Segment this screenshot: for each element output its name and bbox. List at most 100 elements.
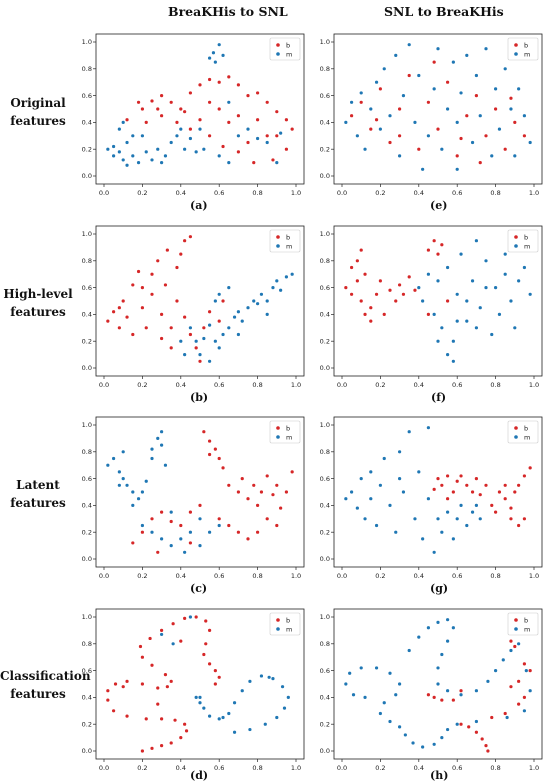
data-point-b — [426, 248, 430, 252]
data-point-b — [350, 292, 354, 296]
panel-letter-f: (f) — [431, 391, 447, 404]
y-tick-label: 0.4 — [320, 502, 330, 510]
data-point-b — [175, 265, 179, 270]
legend-label-b: b — [286, 424, 290, 432]
legend-marker-b — [514, 235, 518, 239]
legend-label-b: b — [286, 41, 290, 49]
y-tick-label: 1.0 — [82, 230, 92, 238]
data-point-b — [388, 140, 392, 145]
data-point-b — [344, 286, 348, 290]
y-tick-label: 1.0 — [82, 421, 92, 429]
data-point-b — [503, 483, 507, 487]
data-point-b — [446, 299, 450, 303]
data-point-m — [528, 140, 532, 145]
data-point-m — [432, 87, 436, 91]
y-tick-label: 0.4 — [320, 694, 330, 702]
data-point-b — [509, 96, 513, 100]
y-tick-label: 0.6 — [82, 667, 92, 675]
data-point-m — [505, 715, 509, 720]
data-point-b — [446, 497, 450, 501]
data-point-b — [494, 107, 498, 111]
data-point-m — [106, 147, 110, 151]
y-tick-label: 0.0 — [320, 172, 330, 180]
x-tick-label: 0.8 — [252, 381, 262, 389]
data-point-b — [204, 619, 208, 623]
row-label-line: features — [10, 114, 66, 128]
scatter-plot-e: 0.0 0.2 0.4 0.6 0.8 1.0 0.0 0.2 0.4 0.6 0.8 1.0 bm — [320, 33, 543, 197]
data-point-m — [198, 127, 202, 131]
data-point-b — [484, 483, 488, 487]
data-point-m — [432, 312, 436, 316]
data-point-m — [509, 299, 513, 303]
legend-marker-m — [514, 435, 518, 439]
data-point-b — [150, 99, 154, 103]
x-tick-label: 0.8 — [490, 572, 500, 580]
row-label-classification: Classification features — [0, 667, 91, 703]
row-label-original: Original features — [0, 94, 76, 130]
data-point-b — [183, 616, 187, 620]
data-point-m — [403, 733, 407, 737]
data-point-m — [271, 286, 275, 290]
data-point-m — [494, 669, 498, 673]
data-point-b — [359, 299, 363, 303]
data-point-m — [513, 154, 517, 158]
data-point-m — [198, 701, 202, 705]
legend-label-b: b — [524, 41, 528, 49]
data-point-b — [236, 83, 240, 87]
data-point-b — [150, 663, 154, 667]
data-point-m — [194, 695, 198, 699]
data-point-b — [150, 272, 154, 276]
data-point-b — [355, 279, 359, 283]
data-point-b — [398, 134, 402, 138]
data-point-m — [227, 100, 231, 104]
data-point-m — [388, 671, 392, 675]
plot-frame — [95, 608, 305, 760]
data-point-m — [227, 161, 231, 165]
data-point-m — [363, 517, 367, 521]
data-point-b — [165, 685, 169, 689]
column-title-right: SNL to BreaKHis — [384, 4, 504, 19]
data-point-b — [432, 487, 436, 491]
data-point-m — [407, 648, 411, 653]
legend-label-m: m — [524, 433, 530, 441]
x-tick-label: 0.4 — [414, 572, 424, 580]
scatter-plot-b: 0.0 0.2 0.4 0.6 0.8 1.0 0.0 0.2 0.4 0.6 0.8 1.0 bm — [82, 225, 305, 389]
data-point-m — [517, 87, 521, 91]
data-point-b — [217, 517, 221, 521]
x-tick-label: 0.4 — [176, 381, 186, 389]
data-point-m — [363, 147, 367, 151]
data-point-m — [497, 312, 502, 316]
data-point-b — [363, 272, 367, 276]
data-point-m — [125, 483, 129, 487]
data-point-m — [484, 286, 488, 290]
y-tick-label: 0.6 — [82, 92, 92, 100]
legend-marker-m — [276, 52, 280, 56]
data-point-b — [369, 127, 373, 131]
data-point-m — [227, 711, 231, 716]
data-point-b — [179, 252, 183, 256]
data-point-b — [374, 292, 379, 296]
data-point-m — [125, 163, 129, 167]
data-point-b — [140, 749, 144, 753]
data-point-b — [246, 537, 250, 541]
data-point-b — [440, 698, 444, 702]
data-point-b — [148, 636, 152, 641]
data-point-b — [436, 127, 440, 131]
data-point-m — [280, 685, 285, 689]
y-tick-label: 0.6 — [320, 92, 330, 100]
data-point-b — [398, 283, 402, 287]
data-point-b — [374, 118, 379, 122]
data-point-m — [236, 134, 240, 138]
x-tick-label: 0.8 — [490, 189, 500, 197]
legend-label-m: m — [524, 50, 530, 58]
data-point-m — [208, 323, 212, 327]
data-point-m — [417, 73, 421, 78]
data-point-m — [401, 490, 406, 494]
data-point-b — [474, 477, 478, 481]
data-point-b — [169, 741, 173, 745]
data-point-b — [121, 299, 125, 303]
data-point-b — [213, 447, 217, 451]
data-point-m — [369, 107, 373, 111]
y-tick-label: 0.8 — [82, 640, 92, 648]
data-point-b — [484, 134, 488, 138]
